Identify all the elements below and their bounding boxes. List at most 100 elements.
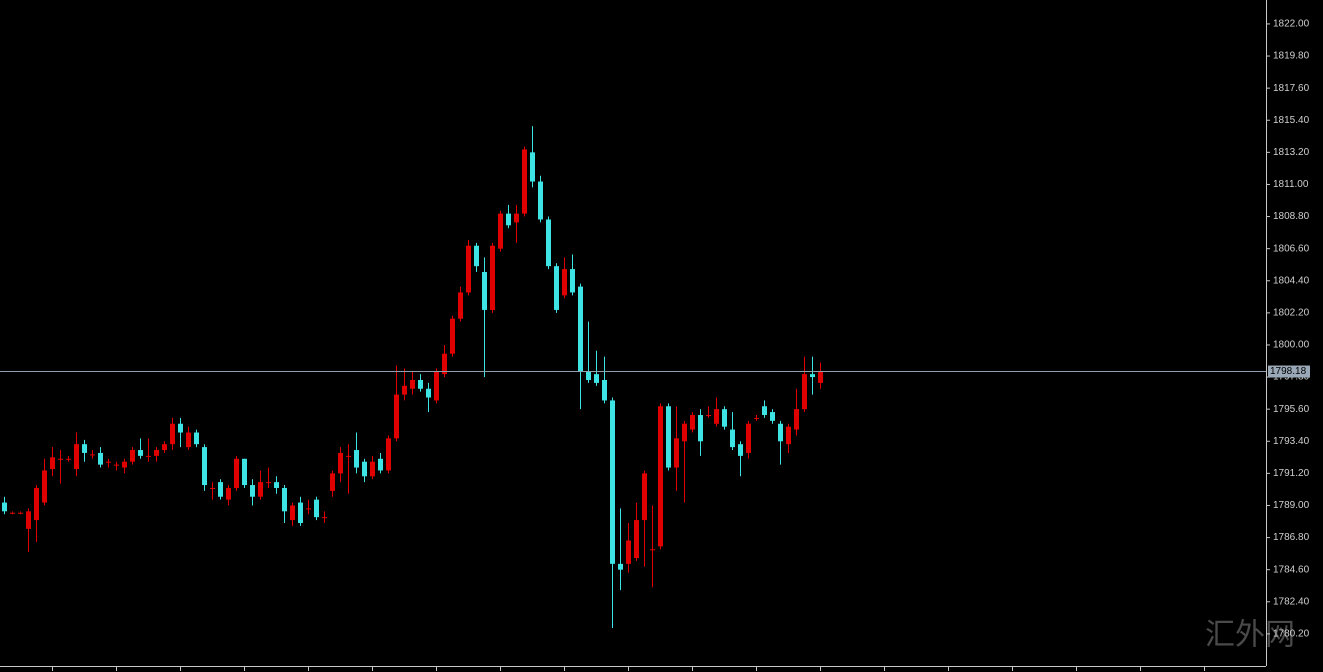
candle-body bbox=[130, 450, 135, 462]
y-tick-label: 1789.00 bbox=[1273, 500, 1310, 511]
candle-body bbox=[602, 379, 607, 401]
candle-body bbox=[226, 487, 231, 500]
candle-body bbox=[546, 219, 551, 267]
candle-body bbox=[762, 406, 767, 416]
candle-body bbox=[42, 470, 47, 503]
candle-body bbox=[426, 388, 431, 398]
candle-body bbox=[186, 432, 191, 448]
candle-body bbox=[706, 415, 711, 417]
candle-body bbox=[794, 409, 799, 430]
candle-body bbox=[594, 374, 599, 383]
candle-body bbox=[122, 461, 127, 468]
candle-body bbox=[10, 512, 15, 514]
candle-body bbox=[666, 406, 671, 468]
candle-body bbox=[626, 540, 631, 564]
watermark: 汇外网 bbox=[1205, 618, 1295, 653]
candle-body bbox=[50, 457, 55, 470]
last-price-box bbox=[1268, 365, 1310, 378]
candle-body bbox=[90, 454, 95, 456]
y-tick-label: 1802.20 bbox=[1273, 308, 1310, 319]
candle-body bbox=[26, 511, 31, 529]
candle-body bbox=[170, 423, 175, 445]
candle-body bbox=[458, 292, 463, 319]
candle-body bbox=[146, 455, 151, 457]
last-price-label: 1798.18 bbox=[1270, 366, 1307, 377]
candle-body bbox=[74, 444, 79, 470]
candle-body bbox=[282, 487, 287, 512]
candle-body bbox=[258, 482, 263, 497]
candle-body bbox=[578, 286, 583, 372]
candle-body bbox=[378, 458, 383, 471]
candle-body bbox=[106, 461, 111, 463]
candle-body bbox=[330, 473, 335, 491]
y-tick-label: 1786.80 bbox=[1273, 532, 1310, 543]
y-tick-label: 1819.80 bbox=[1273, 51, 1310, 62]
candle-body bbox=[770, 412, 775, 421]
candle-body bbox=[682, 423, 687, 442]
candle-body bbox=[586, 371, 591, 380]
y-tick-label: 1795.60 bbox=[1273, 404, 1310, 415]
y-tick-label: 1806.60 bbox=[1273, 243, 1310, 254]
candle-body bbox=[58, 458, 63, 460]
candle-body bbox=[82, 444, 87, 453]
candle-body bbox=[650, 549, 655, 551]
candle-body bbox=[162, 444, 167, 451]
candle-body bbox=[362, 461, 367, 477]
candle-body bbox=[466, 245, 471, 293]
candle-body bbox=[802, 374, 807, 410]
candle-body bbox=[698, 415, 703, 442]
candle-body bbox=[610, 400, 615, 564]
candle-body bbox=[570, 269, 575, 293]
candle-body bbox=[674, 438, 679, 468]
candle-body bbox=[810, 374, 815, 378]
candle-body bbox=[18, 512, 23, 514]
candle-body bbox=[346, 455, 351, 457]
candle-body bbox=[786, 426, 791, 445]
candle-body bbox=[274, 482, 279, 488]
y-tick-label: 1813.20 bbox=[1273, 147, 1310, 158]
y-tick-label: 1780.20 bbox=[1273, 629, 1310, 640]
candle-body bbox=[290, 505, 295, 521]
candle-body bbox=[98, 452, 103, 465]
candle-body bbox=[658, 406, 663, 547]
y-tick-label: 1817.60 bbox=[1273, 83, 1310, 94]
candle-body bbox=[434, 371, 439, 401]
candle-body bbox=[690, 415, 695, 430]
candle-body bbox=[314, 499, 319, 518]
candle-body bbox=[514, 213, 519, 223]
candle-body bbox=[178, 423, 183, 433]
candle-body bbox=[506, 213, 511, 226]
candle-body bbox=[298, 502, 303, 523]
y-tick-label: 1791.20 bbox=[1273, 468, 1310, 479]
candle-body bbox=[370, 461, 375, 477]
y-tick-label: 1811.00 bbox=[1273, 179, 1309, 190]
candle-body bbox=[210, 487, 215, 489]
candle-body bbox=[66, 458, 71, 460]
y-tick-label: 1800.00 bbox=[1273, 340, 1310, 351]
candle-body bbox=[306, 508, 311, 510]
candle-body bbox=[618, 563, 623, 570]
candle-body bbox=[634, 520, 639, 559]
candle-body bbox=[354, 450, 359, 468]
candle-body bbox=[218, 482, 223, 497]
candle-body bbox=[778, 423, 783, 442]
candle-body bbox=[738, 444, 743, 456]
candle-body bbox=[242, 458, 247, 486]
candle-body bbox=[818, 371, 823, 383]
candle-body bbox=[138, 450, 143, 456]
candle-body bbox=[322, 517, 327, 519]
candle-body bbox=[554, 266, 559, 310]
candle-body bbox=[522, 149, 527, 214]
candle-body bbox=[746, 423, 751, 453]
candle-body bbox=[34, 487, 39, 521]
candle-body bbox=[194, 432, 199, 445]
candle-body bbox=[338, 452, 343, 474]
y-tick-label: 1804.40 bbox=[1273, 275, 1310, 286]
y-tick-label: 1793.40 bbox=[1273, 436, 1310, 447]
candle-body bbox=[754, 417, 759, 419]
y-tick-label: 1782.40 bbox=[1273, 596, 1310, 607]
candle-body bbox=[474, 245, 479, 267]
candle-body bbox=[714, 409, 719, 424]
y-tick-label: 1784.60 bbox=[1273, 564, 1310, 575]
